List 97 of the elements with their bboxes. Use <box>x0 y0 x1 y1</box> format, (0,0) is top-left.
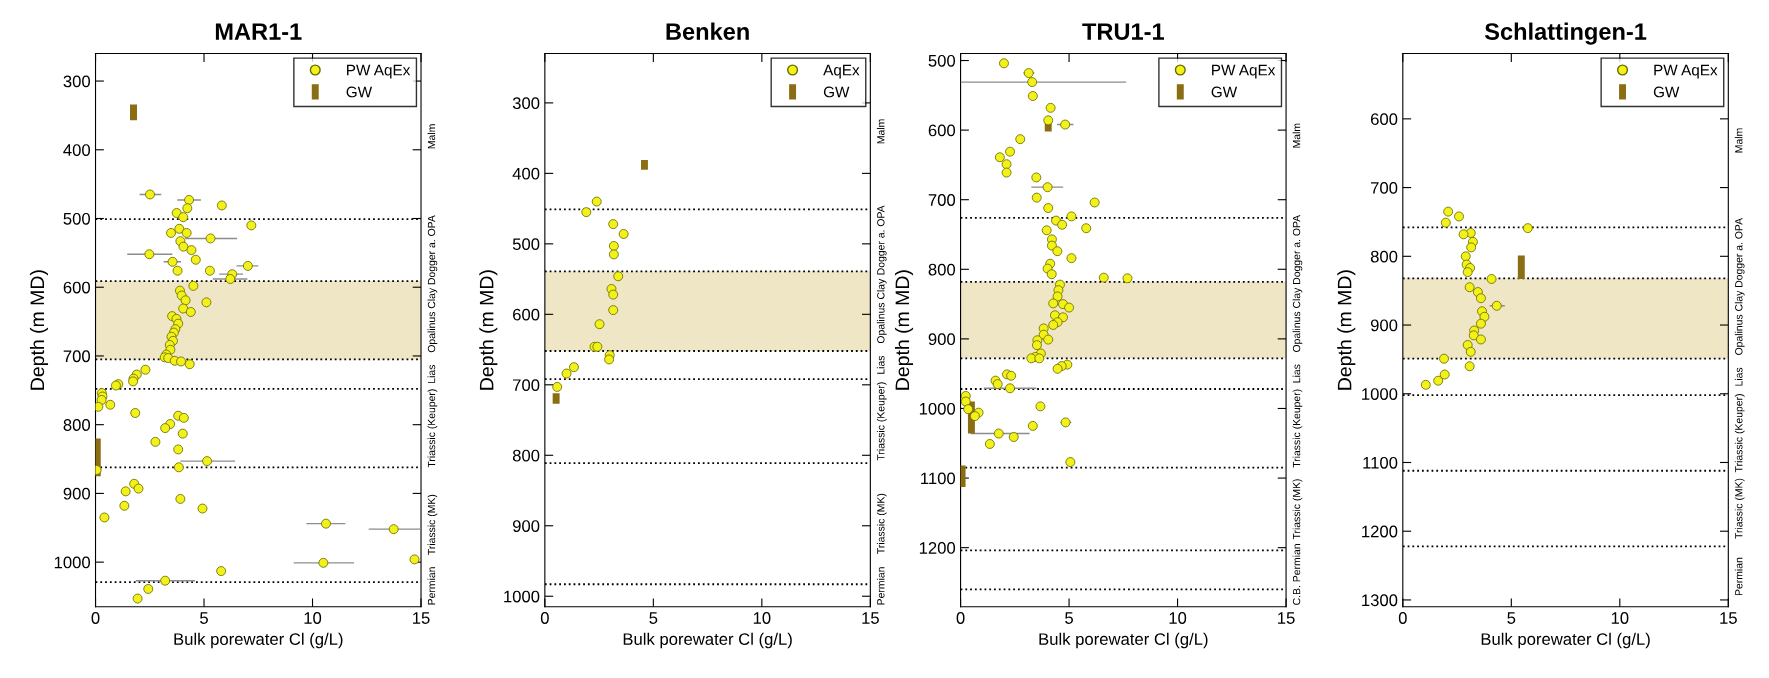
text: Permian <box>427 567 436 605</box>
y-axis-title: Depth (m MD) <box>894 270 914 390</box>
x-axis-title: Bulk porewater Cl (g/L) <box>1039 632 1208 649</box>
x-axis-title: Bulk porewater Cl (g/L) <box>174 632 343 649</box>
legend-label: GW <box>1653 86 1680 98</box>
x-tick-label: 5 <box>200 612 208 624</box>
y-tick-label: 800 <box>63 419 91 431</box>
y-tick-label: 1000 <box>504 590 540 603</box>
text: Permian <box>876 567 885 605</box>
text: Malm <box>876 119 885 144</box>
text: C.B. <box>1292 586 1301 605</box>
x-tick-label: 15 <box>862 612 879 624</box>
y-tick-label: 1000 <box>1362 388 1398 400</box>
text: Lias <box>1292 364 1301 383</box>
y-tick-label: 800 <box>1370 250 1398 263</box>
y-tick-label: 500 <box>512 238 540 251</box>
y-tick-label: 600 <box>63 281 91 294</box>
y-tick-label: 1000 <box>54 556 91 569</box>
y-tick-label: 900 <box>63 487 91 500</box>
text: Triassic (MK) <box>1292 479 1303 540</box>
x-tick-label: 0 <box>91 612 100 624</box>
text: Triassic (MK) <box>1734 478 1745 539</box>
y-tick-label: 700 <box>928 194 956 206</box>
text: Opalinus Clay <box>1292 287 1303 353</box>
x-axis-title: Bulk porewater Cl (g/L) <box>623 632 792 649</box>
legend-label: PW AqEx <box>1654 64 1718 79</box>
text: Lias <box>1734 367 1743 386</box>
x-tick-label: 10 <box>1611 612 1629 624</box>
text: Permian <box>1734 557 1743 596</box>
x-tick-label: 5 <box>649 612 658 624</box>
text: Malm <box>427 124 436 149</box>
chart-title: MAR1-1 <box>215 23 302 40</box>
y-tick-label: 1000 <box>919 402 956 415</box>
chart-title: Schlattingen-1 <box>1484 22 1647 45</box>
x-tick-label: 15 <box>1278 612 1295 624</box>
y-axis-title: Depth (m MD) <box>479 270 498 390</box>
legend-label: PW AqEx <box>1212 64 1276 79</box>
text: Permian <box>1292 544 1301 582</box>
x-tick-label: 0 <box>1398 612 1407 624</box>
text: Dogger a. OPA <box>1735 217 1745 287</box>
y-tick-label: 300 <box>63 75 91 88</box>
x-tick-label: 15 <box>1720 612 1737 624</box>
y-tick-label: 600 <box>513 308 540 321</box>
text: Malm <box>1734 128 1743 153</box>
legend-label: GW <box>823 86 850 98</box>
x-tick-label: 5 <box>1507 612 1516 624</box>
y-tick-label: 700 <box>1371 181 1398 194</box>
text: Dogger a. OPA <box>1292 214 1303 284</box>
legend-label: GW <box>346 86 373 98</box>
y-tick-label: 1200 <box>919 542 956 554</box>
text: Lias <box>876 355 885 374</box>
text: Triassic (Keuper) <box>1734 394 1745 473</box>
y-tick-label: 600 <box>928 124 956 137</box>
text: Triassic (Keuper) <box>1292 389 1303 468</box>
y-tick-label: 400 <box>63 144 91 156</box>
legend-label: AqEx <box>823 64 860 79</box>
y-tick-label: 1300 <box>1362 594 1398 607</box>
text: Opalinus Clay <box>1734 290 1745 355</box>
y-tick-label: 500 <box>928 54 956 67</box>
text: Opalinus Clay <box>876 278 887 344</box>
y-tick-label: 1100 <box>921 472 956 485</box>
y-tick-label: 900 <box>512 520 540 532</box>
y-tick-label: 700 <box>513 379 540 392</box>
text: Dogger a. OPA <box>427 215 438 285</box>
y-tick-label: 800 <box>512 449 540 462</box>
text: Dogger a. OPA <box>877 205 887 275</box>
text: Opalinus Clay <box>427 287 438 353</box>
text: Triassic (MK) <box>427 494 438 555</box>
chart-title: TRU1-1 <box>1082 23 1164 40</box>
x-tick-label: 15 <box>413 612 430 624</box>
x-tick-label: 10 <box>1169 612 1187 624</box>
y-axis-title: Depth (m MD) <box>29 270 49 390</box>
y-tick-label: 400 <box>512 167 540 180</box>
x-tick-label: 0 <box>540 612 549 624</box>
y-tick-label: 1200 <box>1362 525 1398 538</box>
y-axis-title: Depth (m MD) <box>1337 270 1356 390</box>
x-tick-label: 5 <box>1065 612 1073 624</box>
text: Triassic (MK) <box>876 493 887 554</box>
y-tick-label: 1100 <box>1363 456 1398 469</box>
legend-label: GW <box>1211 86 1238 98</box>
y-tick-label: 900 <box>1370 319 1398 332</box>
text: Triassic (Keuper) <box>427 389 438 468</box>
x-tick-label: 10 <box>753 612 771 624</box>
y-tick-label: 600 <box>1371 113 1398 126</box>
chart-title: Benken <box>666 22 749 40</box>
x-tick-label: 0 <box>956 612 965 624</box>
text: Malm <box>1292 123 1301 148</box>
y-tick-label: 900 <box>928 333 956 346</box>
y-tick-label: 500 <box>63 212 91 225</box>
y-tick-label: 300 <box>512 97 540 110</box>
text: Lias <box>427 364 436 383</box>
text: Triassic (Keuper) <box>876 382 887 461</box>
legend-label: PW AqEx <box>347 64 411 79</box>
x-tick-label: 10 <box>304 612 322 624</box>
y-tick-label: 700 <box>63 350 91 363</box>
y-tick-label: 800 <box>928 263 956 276</box>
x-axis-title: Bulk porewater Cl (g/L) <box>1481 632 1650 649</box>
